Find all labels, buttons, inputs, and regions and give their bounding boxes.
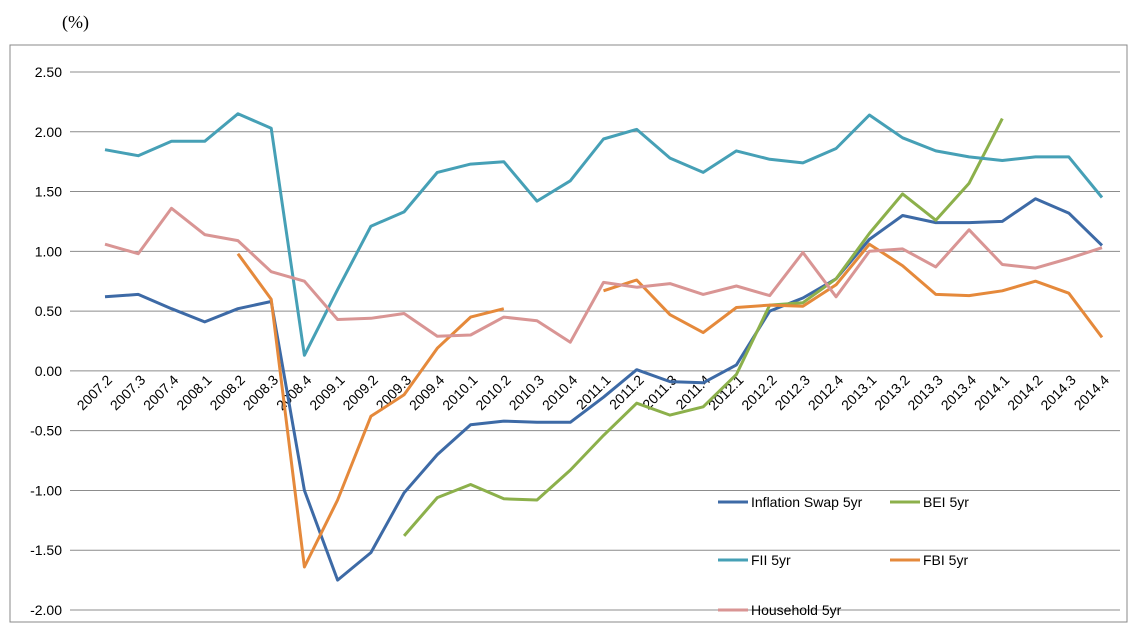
x-tick-label: 2007.3 [107,372,149,414]
x-tick-label: 2007.2 [74,372,116,414]
x-tick-label: 2012.3 [771,372,813,414]
series-line [402,117,1004,537]
x-tick-label: 2008.4 [273,372,315,414]
x-tick-label: 2008.1 [173,372,215,414]
legend-label: Inflation Swap 5yr [751,494,863,510]
x-tick-label: 2007.4 [140,372,182,414]
series-line [104,206,1103,344]
x-tick-label: 2008.3 [240,372,282,414]
legend-label: FII 5yr [751,552,791,568]
x-tick-label: 2011.4 [672,372,713,413]
x-tick-label: 2012.4 [805,372,847,414]
legend-label: Household 5yr [751,602,842,618]
y-tick-label: 1.50 [35,184,62,200]
x-tick-label: 2013.3 [904,372,946,414]
y-tick-label: -1.50 [30,542,62,558]
x-tick-label: 2014.4 [1071,372,1113,414]
x-tick-label: 2009.3 [373,372,415,414]
y-tick-label: -2.00 [30,602,62,618]
x-tick-label: 2014.1 [971,372,1013,414]
x-tick-label: 2009.1 [306,372,348,414]
y-tick-label: 0.00 [35,363,62,379]
x-tick-label: 2013.1 [838,372,880,414]
series-line [104,112,1104,357]
series-line [236,242,1104,569]
x-tick-label: 2010.2 [472,372,514,414]
chart-title: (%) [62,12,89,33]
x-tick-label: 2009.4 [406,372,448,414]
x-tick-label: 2013.2 [871,372,913,414]
chart-frame [9,44,1128,623]
y-tick-label: 2.00 [35,124,62,140]
y-tick-label: 1.00 [35,243,62,259]
y-tick-label: -1.00 [30,482,62,498]
legend-label: FBI 5yr [923,552,968,568]
legend-label: BEI 5yr [923,494,969,510]
y-tick-label: 0.50 [35,303,62,319]
x-tick-label: 2010.1 [439,372,481,414]
y-tick-label: -0.50 [30,423,62,439]
x-tick-label: 2014.2 [1004,372,1046,414]
x-tick-label: 2014.3 [1037,372,1079,414]
x-tick-label: 2013.4 [938,372,980,414]
y-tick-label: 2.50 [35,64,62,80]
x-tick-label: 2010.3 [506,372,548,414]
x-tick-label: 2010.4 [539,372,581,414]
x-tick-label: 2012.2 [738,372,780,414]
x-tick-label: 2009.2 [339,372,381,414]
x-tick-label: 2008.2 [206,372,248,414]
